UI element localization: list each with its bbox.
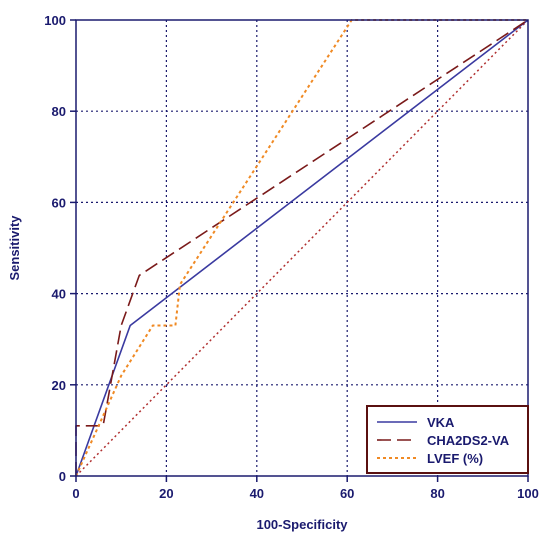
- y-tick-labels: 0 20 40 60 80 100: [44, 13, 66, 484]
- x-tick-label: 80: [430, 486, 444, 501]
- y-tick-label: 100: [44, 13, 66, 28]
- x-tick-label: 60: [340, 486, 354, 501]
- legend: VKA CHA2DS2-VA LVEF (%): [366, 405, 529, 474]
- y-tick-label: 80: [52, 104, 66, 119]
- legend-label-0: VKA: [427, 415, 455, 430]
- y-tick-label: 40: [52, 287, 66, 302]
- legend-label-1: CHA2DS2-VA: [427, 433, 510, 448]
- x-tick-label: 20: [159, 486, 173, 501]
- x-tick-label: 0: [72, 486, 79, 501]
- reference-diagonal: [75, 19, 529, 477]
- y-tick-label: 0: [59, 469, 66, 484]
- legend-box: [366, 405, 529, 474]
- y-tick-label: 20: [52, 378, 66, 393]
- plot-frame: [75, 19, 529, 477]
- x-tick-label: 40: [250, 486, 264, 501]
- grid-lines: [76, 20, 528, 476]
- legend-label-2: LVEF (%): [427, 451, 483, 466]
- x-tick-labels: 0 20 40 60 80 100: [72, 486, 538, 501]
- y-tick-label: 60: [52, 195, 66, 210]
- x-tick-label: 100: [517, 486, 539, 501]
- reference-line: [75, 19, 529, 477]
- x-axis-label: 100-Specificity: [256, 517, 348, 532]
- axis-ticks: [70, 19, 529, 482]
- series-line-2: [75, 19, 528, 477]
- y-axis-label: Sensitivity: [7, 215, 22, 281]
